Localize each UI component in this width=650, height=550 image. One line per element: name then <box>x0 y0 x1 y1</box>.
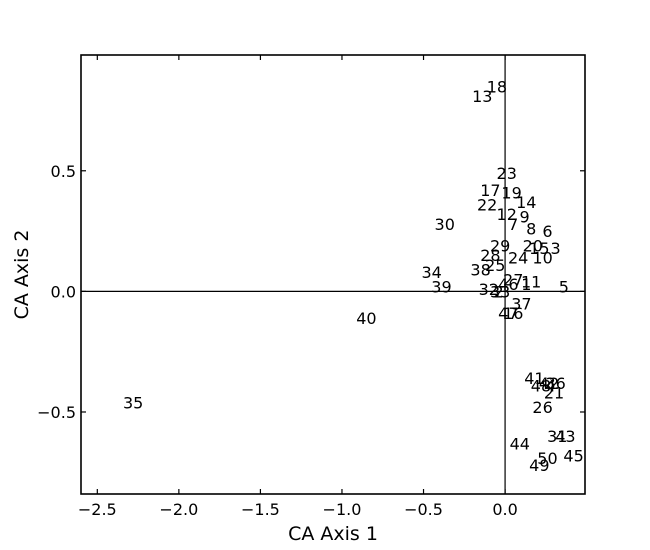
point-label: 20 <box>523 237 543 256</box>
x-tick-label: −0.5 <box>404 500 443 519</box>
point-label: 5 <box>559 278 569 297</box>
x-tick-label: −1.5 <box>241 500 280 519</box>
point-label: 43 <box>555 427 575 446</box>
point-label: 13 <box>472 87 492 106</box>
point-label: 31 <box>547 427 567 446</box>
point-label: 22 <box>477 196 497 215</box>
y-tick-label: −0.5 <box>37 403 76 422</box>
point-label: 7 <box>508 215 518 234</box>
point-label: 45 <box>563 446 583 465</box>
point-label: 26 <box>532 398 552 417</box>
point-label: 6 <box>542 222 552 241</box>
point-label: 48 <box>531 376 551 395</box>
point-label: 23 <box>497 164 517 183</box>
point-label: 18 <box>487 77 507 96</box>
point-label: 32 <box>479 280 499 299</box>
point-label: 37 <box>511 294 531 313</box>
point-label: 24 <box>508 249 528 268</box>
reference-lines <box>81 55 585 494</box>
point-label: 41 <box>524 369 544 388</box>
y-tick-label: 0.5 <box>51 162 76 181</box>
point-label: 27 <box>503 270 523 289</box>
point-label: 30 <box>435 215 455 234</box>
point-label: 2 <box>493 282 503 301</box>
point-label: 49 <box>529 456 549 475</box>
x-tick-label: −1.0 <box>323 500 362 519</box>
point-label: 36 <box>545 374 565 393</box>
point-label: 50 <box>537 449 557 468</box>
plot-frame <box>80 54 586 495</box>
point-label: 44 <box>510 434 530 453</box>
point-label: 21 <box>544 384 564 403</box>
y-axis-ticks: −0.5 0.0 0.5 <box>37 162 585 422</box>
point-label: 34 <box>421 263 441 282</box>
point-label: 11 <box>521 273 541 292</box>
point-label: 38 <box>470 261 490 280</box>
point-label: 12 <box>497 205 517 224</box>
point-label: 29 <box>490 237 510 256</box>
point-label: 9 <box>520 208 530 227</box>
point-label: 35 <box>123 393 143 412</box>
point-label: 39 <box>431 278 451 297</box>
point-label: 4 <box>546 376 556 395</box>
point-label: 47 <box>498 304 518 323</box>
point-label: 17 <box>480 181 500 200</box>
point-label: 16 <box>503 304 523 323</box>
point-label: 25 <box>485 256 505 275</box>
y-axis-label: CA Axis 2 <box>11 230 33 320</box>
point-label: 8 <box>526 220 536 239</box>
point-label: 40 <box>356 309 376 328</box>
x-tick-label: −2.0 <box>159 500 198 519</box>
point-label: 10 <box>532 249 552 268</box>
y-tick-label: 0.0 <box>51 282 76 301</box>
point-label: 28 <box>480 246 500 265</box>
point-label: 15 <box>529 239 549 258</box>
point-label: 33 <box>490 282 510 301</box>
point-label: 19 <box>501 183 521 202</box>
x-axis-ticks: −2.5 −2.0 −1.5 −1.0 −0.5 0.0 <box>78 55 518 519</box>
x-tick-label: −2.5 <box>78 500 117 519</box>
point-label: 14 <box>516 193 536 212</box>
x-axis-label: CA Axis 1 <box>288 523 378 545</box>
point-label: 3 <box>551 239 561 258</box>
point-label: 42 <box>539 374 559 393</box>
point-label: 1 <box>521 275 531 294</box>
point-label: 46 <box>498 275 518 294</box>
x-tick-label: 0.0 <box>492 500 517 519</box>
